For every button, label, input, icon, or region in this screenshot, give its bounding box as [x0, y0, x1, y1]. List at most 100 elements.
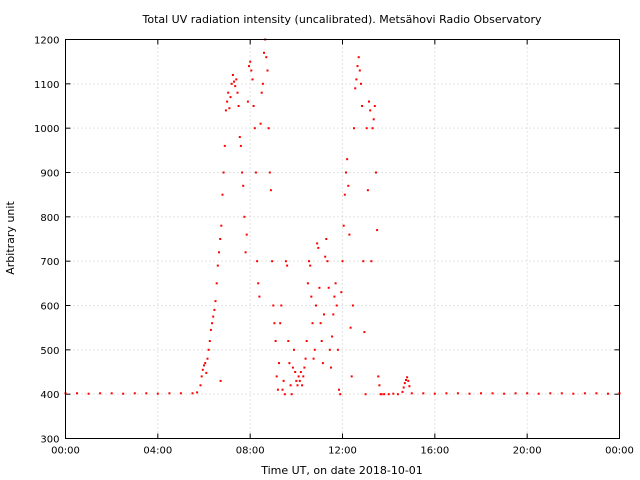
data-point: [110, 392, 113, 395]
data-point: [315, 304, 317, 307]
data-point: [334, 282, 337, 285]
data-point: [468, 392, 471, 395]
data-point: [224, 109, 227, 112]
data-point: [456, 392, 459, 395]
data-point: [480, 392, 482, 395]
y-tick-label: 500: [40, 346, 59, 357]
data-point: [248, 65, 250, 68]
data-point: [263, 51, 265, 54]
data-point: [347, 184, 350, 187]
data-point: [214, 300, 217, 303]
data-point: [267, 127, 270, 130]
x-tick-label: 08:00: [236, 446, 265, 457]
data-point: [514, 392, 517, 395]
data-point: [340, 291, 343, 294]
data-point: [378, 384, 381, 387]
data-point: [353, 127, 355, 130]
data-point: [358, 69, 361, 72]
data-point: [288, 362, 291, 365]
data-point: [335, 304, 338, 307]
data-point: [253, 127, 256, 130]
data-point: [145, 392, 148, 395]
data-point: [179, 392, 182, 395]
data-point: [355, 78, 358, 81]
data-point: [549, 392, 552, 395]
data-point: [234, 85, 237, 88]
data-point: [342, 224, 345, 227]
data-point: [396, 393, 399, 396]
data-point: [258, 295, 261, 298]
data-point: [364, 393, 367, 396]
data-point: [433, 392, 436, 395]
data-point: [260, 91, 263, 94]
data-point: [370, 260, 373, 263]
data-point: [229, 96, 232, 99]
data-point: [526, 392, 529, 395]
data-point: [299, 371, 302, 373]
data-point: [316, 242, 319, 245]
data-point: [445, 392, 448, 395]
data-point: [219, 379, 222, 382]
data-point: [372, 118, 375, 121]
data-point: [222, 171, 225, 174]
data-point: [324, 255, 327, 258]
data-point: [230, 82, 233, 85]
data-point: [491, 392, 494, 395]
data-point: [354, 87, 357, 90]
data-point: [245, 233, 248, 236]
data-point: [331, 335, 334, 338]
data-point: [375, 171, 377, 174]
data-point: [168, 392, 171, 395]
data-point: [215, 282, 218, 285]
data-point: [250, 69, 253, 72]
chart-title: Total UV radiation intensity (uncalibrat…: [142, 13, 542, 26]
data-point: [249, 60, 252, 63]
data-point: [273, 322, 276, 325]
data-point: [351, 304, 354, 307]
data-point: [321, 362, 324, 365]
data-point: [280, 304, 283, 307]
data-point: [216, 264, 219, 267]
x-tick-label: 12:00: [328, 446, 357, 457]
data-point: [305, 340, 308, 342]
data-point: [406, 376, 409, 379]
data-point: [231, 74, 234, 76]
data-point: [309, 264, 312, 267]
data-point: [133, 392, 136, 395]
data-point: [201, 368, 204, 371]
data-point: [366, 189, 369, 192]
data-point: [265, 56, 268, 59]
data-point: [328, 348, 331, 351]
data-point: [319, 322, 322, 325]
data-point: [269, 189, 272, 192]
y-tick-label: 400: [40, 390, 59, 401]
data-point: [320, 340, 323, 342]
data-point: [377, 375, 380, 378]
data-point: [376, 229, 379, 232]
data-point: [345, 171, 347, 174]
data-point: [333, 295, 336, 298]
data-point: [325, 238, 328, 240]
data-point: [311, 322, 314, 325]
plot-frame: [65, 39, 620, 439]
data-point: [268, 171, 271, 174]
data-point: [237, 105, 240, 107]
data-point: [583, 392, 586, 395]
data-point: [387, 393, 390, 396]
data-point: [271, 260, 274, 263]
y-tick-label: 300: [40, 435, 59, 446]
data-point: [242, 184, 245, 187]
data-point: [607, 392, 609, 395]
data-point: [341, 260, 344, 263]
data-point: [219, 238, 222, 240]
data-point: [205, 371, 208, 374]
axis-ticks: 300 400 500 600 700 800 900 1000 1100 1200 00:00 04…: [34, 36, 634, 457]
x-axis-label: Time UT, on date 2018-10-01: [260, 464, 423, 477]
data-point: [251, 78, 254, 81]
data-point: [595, 392, 598, 395]
data-point: [191, 392, 194, 395]
data-point: [289, 384, 292, 387]
data-point: [233, 80, 235, 83]
data-point: [293, 348, 295, 351]
y-tick-label: 1200: [34, 36, 59, 47]
